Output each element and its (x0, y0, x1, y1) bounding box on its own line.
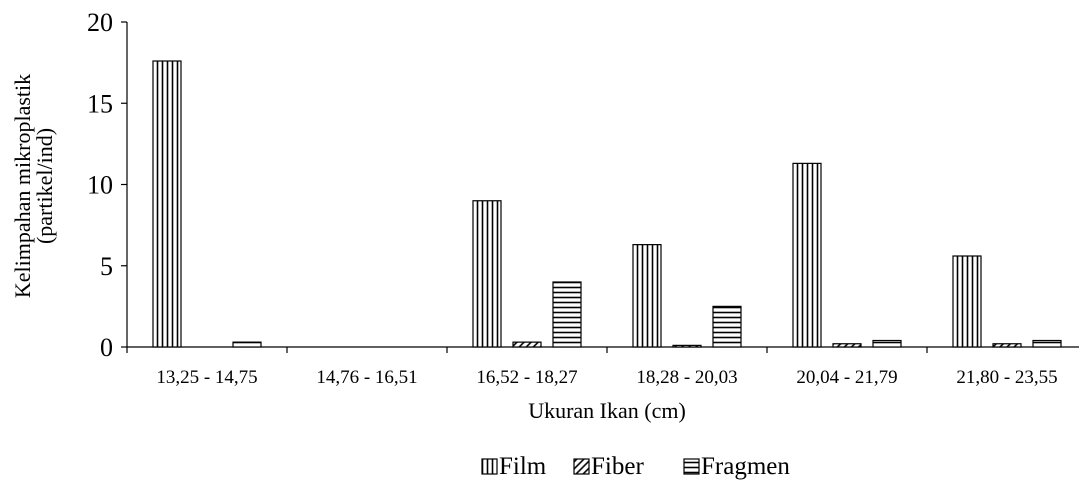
bar-film-4 (632, 244, 662, 348)
x-tick-label: 16,52 - 18,27 (476, 367, 577, 388)
legend-swatch-fiber (573, 458, 590, 475)
bar-fragmen-6 (1032, 339, 1062, 348)
legend-swatch-film (481, 458, 498, 475)
y-tick-label: 0 (100, 333, 113, 362)
bar-fragmen-5 (872, 339, 902, 348)
y-tick-label: 15 (87, 89, 113, 118)
x-tick-label: 14,76 - 16,51 (316, 367, 417, 388)
x-tick-labels: 13,25 - 14,75 14,76 - 16,51 16,52 - 18,27 1… (156, 367, 1057, 388)
legend-item-fragmen: Fragmen (683, 453, 790, 480)
bar-film-3 (472, 200, 502, 348)
y-axis: 0 5 10 15 20 (87, 8, 128, 362)
bar-fiber-4 (672, 344, 702, 348)
x-axis (126, 346, 1079, 353)
y-tick-label: 20 (87, 8, 113, 37)
x-tick-label: 13,25 - 14,75 (156, 367, 257, 388)
legend-item-fiber: Fiber (573, 453, 644, 480)
y-axis-title-line2: (partikel/ind) (32, 128, 57, 244)
bar-film-1 (152, 60, 182, 348)
y-axis-title: Kelimpahan mikroplastik (partikel/ind) (10, 74, 57, 298)
legend-label-film: Film (499, 453, 547, 480)
bar-film-6 (952, 255, 982, 348)
bar-film-5 (792, 162, 822, 348)
y-axis-title-line1: Kelimpahan mikroplastik (10, 74, 35, 298)
legend-swatch-fragmen (683, 458, 700, 475)
legend: Film Fiber Fragmen (481, 453, 790, 480)
legend-label-fragmen: Fragmen (701, 453, 790, 480)
bar-fiber-6 (992, 343, 1022, 348)
bar-fragmen-1 (232, 341, 262, 348)
bar-fragmen-4 (712, 305, 742, 348)
x-tick-label: 21,80 - 23,55 (956, 367, 1057, 388)
x-tick-label: 18,28 - 20,03 (636, 367, 737, 388)
bars-group (152, 60, 1062, 348)
bar-fragmen-3 (552, 281, 582, 348)
y-tick-label: 5 (100, 252, 113, 281)
legend-label-fiber: Fiber (591, 453, 644, 480)
y-tick-label: 10 (87, 171, 113, 200)
legend-item-film: Film (481, 453, 547, 480)
bar-fiber-5 (832, 343, 862, 348)
bar-fiber-3 (512, 341, 542, 348)
x-tick-label: 20,04 - 21,79 (796, 367, 897, 388)
x-axis-title: Ukuran Ikan (cm) (528, 398, 686, 423)
